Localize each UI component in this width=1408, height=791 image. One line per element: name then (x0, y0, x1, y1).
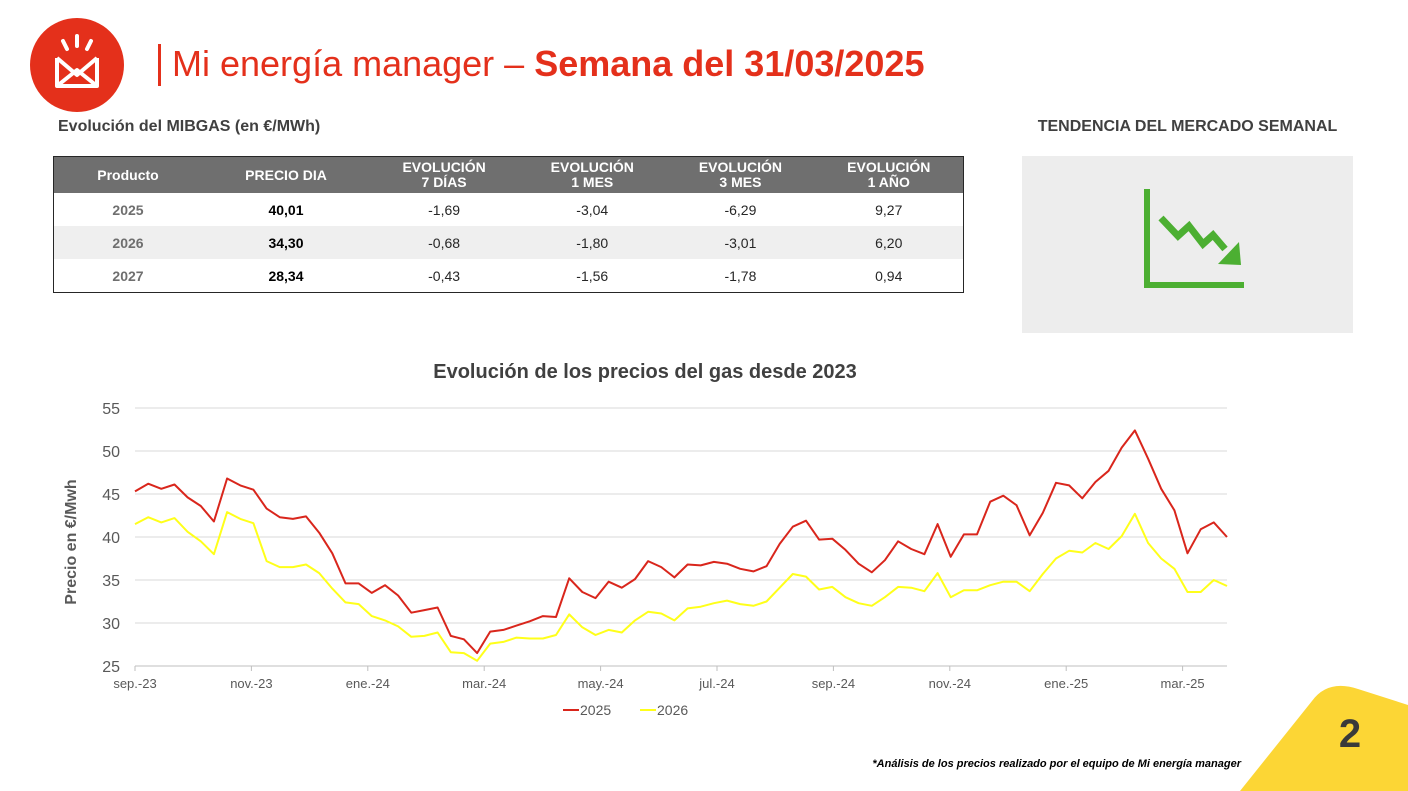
col-producto: Producto (54, 157, 203, 194)
cell-evol-3m: -1,78 (666, 259, 814, 293)
chart-y-axis-label: Precio en €/Mwh (63, 479, 80, 604)
footnote: *Análisis de los precios realizado por e… (800, 758, 1241, 770)
cell-evol-7d: -0,68 (370, 226, 518, 259)
cell-evol-7d: -1,69 (370, 193, 518, 226)
x-tick-label: ene.-24 (346, 676, 390, 691)
chart-title: Evolución de los precios del gas desde 2… (433, 361, 857, 383)
col-precio-dia: PRECIO DIA (202, 157, 370, 194)
chart-y-tick-labels: 25 30 35 40 45 50 55 (102, 401, 120, 676)
chart-canvas: Evolución de los precios del gas desde 2… (0, 350, 1260, 730)
y-tick-label: 45 (102, 487, 120, 504)
trend-panel (1022, 156, 1353, 333)
chart-gridlines (135, 408, 1227, 666)
y-tick-label: 55 (102, 401, 120, 418)
cell-evol-1y: 0,94 (815, 259, 964, 293)
x-tick-label: may.-24 (578, 676, 624, 691)
cell-product: 2027 (54, 259, 203, 293)
cell-price: 34,30 (202, 226, 370, 259)
legend-label-2025: 2025 (580, 702, 611, 718)
table-header-row: Producto PRECIO DIA EVOLUCIÓN 7 DÍAS EVOL… (54, 157, 964, 194)
cell-evol-1m: -1,80 (518, 226, 666, 259)
y-tick-label: 30 (102, 616, 120, 633)
trend-title: TENDENCIA DEL MERCADO SEMANAL (1022, 118, 1353, 136)
col-evolucion-1ano: EVOLUCIÓN 1 AÑO (815, 157, 964, 194)
brand-logo (30, 18, 124, 112)
col-evolucion-7dias: EVOLUCIÓN 7 DÍAS (370, 157, 518, 194)
col-evolucion-1mes: EVOLUCIÓN 1 MES (518, 157, 666, 194)
cell-evol-3m: -3,01 (666, 226, 814, 259)
x-tick-label: jul.-24 (698, 676, 734, 691)
title-divider (158, 44, 161, 86)
series-line-2025 (135, 430, 1227, 653)
cell-price: 40,01 (202, 193, 370, 226)
cell-evol-1m: -1,56 (518, 259, 666, 293)
cell-evol-1y: 9,27 (815, 193, 964, 226)
table-row: 2027 28,34 -0,43 -1,56 -1,78 0,94 (54, 259, 964, 293)
x-tick-label: mar.-24 (462, 676, 506, 691)
envelope-logo-icon (30, 18, 124, 112)
x-tick-label: nov.-24 (929, 676, 971, 691)
x-tick-label: nov.-23 (230, 676, 272, 691)
page-title: Mi energía manager – Semana del 31/03/20… (172, 40, 924, 88)
brand-name: Mi energía manager (172, 43, 494, 84)
col-evolucion-3mes: EVOLUCIÓN 3 MES (666, 157, 814, 194)
chart-legend: 2025 2026 (563, 702, 688, 718)
cell-evol-7d: -0,43 (370, 259, 518, 293)
x-tick-label: mar.-25 (1161, 676, 1205, 691)
mibgas-table: Producto PRECIO DIA EVOLUCIÓN 7 DÍAS EVOL… (53, 156, 964, 293)
cell-product: 2026 (54, 226, 203, 259)
cell-product: 2025 (54, 193, 203, 226)
page-number: 2 (1320, 712, 1380, 757)
cell-price: 28,34 (202, 259, 370, 293)
y-tick-label: 50 (102, 444, 120, 461)
x-tick-label: sep.-24 (812, 676, 855, 691)
y-tick-label: 40 (102, 530, 120, 547)
cell-evol-1y: 6,20 (815, 226, 964, 259)
y-tick-label: 25 (102, 659, 120, 676)
week-label: Semana del 31/03/2025 (534, 43, 924, 84)
table-row: 2025 40,01 -1,69 -3,04 -6,29 9,27 (54, 193, 964, 226)
cell-evol-1m: -3,04 (518, 193, 666, 226)
gas-price-chart: Evolución de los precios del gas desde 2… (0, 350, 1260, 730)
table-row: 2026 34,30 -0,68 -1,80 -3,01 6,20 (54, 226, 964, 259)
series-line-2026 (135, 512, 1227, 661)
title-separator: – (494, 43, 534, 84)
chart-x-tick-labels: sep.-23 nov.-23 ene.-24 mar.-24 may.-24 jul.-… (113, 666, 1204, 691)
table-heading: Evolución del MIBGAS (en €/MWh) (58, 118, 320, 136)
downtrend-chart-icon (1022, 156, 1353, 333)
y-tick-label: 35 (102, 573, 120, 590)
x-tick-label: sep.-23 (113, 676, 156, 691)
cell-evol-3m: -6,29 (666, 193, 814, 226)
x-tick-label: ene.-25 (1044, 676, 1088, 691)
legend-label-2026: 2026 (657, 702, 688, 718)
chart-series-lines (135, 430, 1227, 660)
